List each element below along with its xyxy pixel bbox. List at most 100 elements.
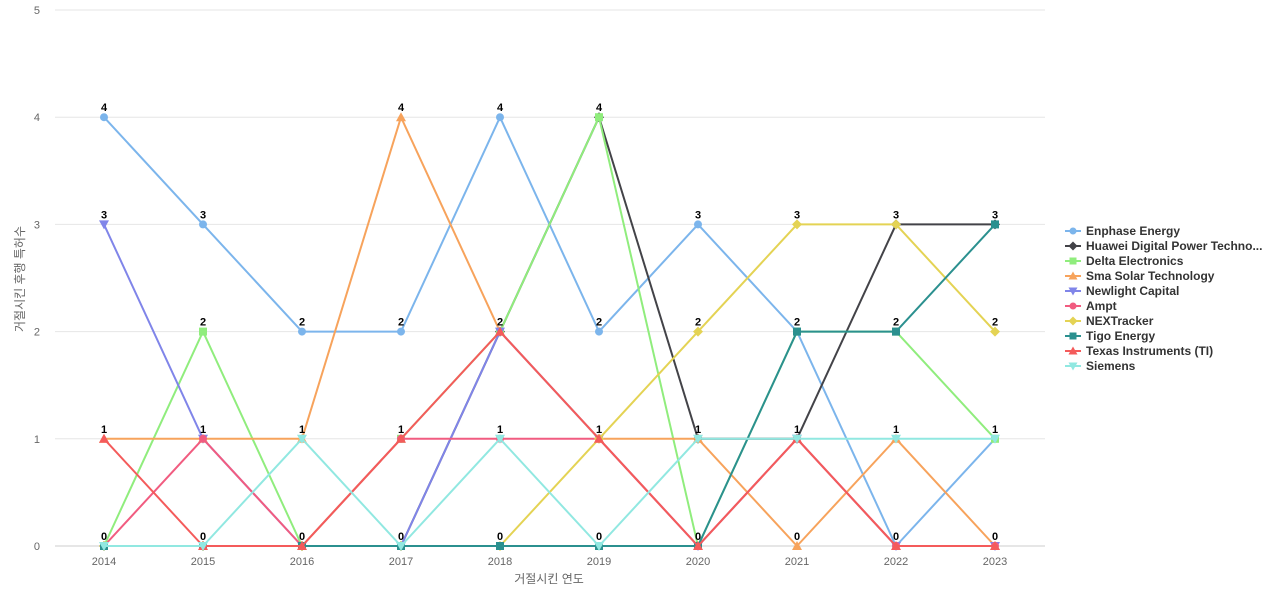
legend-item[interactable]: Newlight Capital [1065,284,1179,298]
x-tick-label: 2017 [389,556,413,568]
legend-marker [1068,241,1078,251]
data-point[interactable] [297,541,307,550]
x-axis-title: 거절시킨 연도 [514,572,584,586]
legend-marker [1069,257,1077,265]
legend-item[interactable]: Sma Solar Technology [1065,269,1215,283]
data-label: 4 [101,102,108,114]
legend-label: Huawei Digital Power Techno... [1086,239,1262,253]
data-label: 0 [794,531,800,543]
data-point[interactable] [594,542,604,551]
data-point[interactable] [99,433,109,443]
x-tick-label: 2015 [191,556,215,568]
series-line [103,330,995,547]
data-label: 4 [596,102,603,114]
legend-item[interactable]: Delta Electronics [1065,254,1184,268]
data-point[interactable] [595,113,603,122]
data-point[interactable] [991,220,999,229]
data-point[interactable] [495,326,505,336]
data-label: 1 [497,424,503,436]
data-label: 0 [695,531,701,543]
data-label: 2 [200,317,206,329]
data-label: 3 [695,209,701,221]
data-point[interactable] [298,327,306,336]
legend-marker [1068,271,1078,280]
data-point[interactable] [693,434,703,444]
x-tick-labels: 2014 2015 2016 2017 2018 2019 2020 2021 2022 2023 [92,556,1007,568]
data-point[interactable] [891,541,901,550]
data-point[interactable] [792,219,802,230]
y-tick-label: 1 [34,434,40,446]
legend-item[interactable]: Siemens [1065,359,1136,373]
data-point[interactable] [892,327,900,336]
data-label: 3 [200,209,206,221]
data-point[interactable] [297,434,307,444]
legend-item[interactable]: Tigo Energy [1065,329,1155,343]
data-label: 1 [398,424,404,436]
data-label: 0 [497,531,503,543]
data-label: 1 [992,424,998,436]
data-point[interactable] [990,541,1000,550]
data-labels: 4 3 1 0 3 2 1 0 2 1 0 4 2 1 0 4 2 1 0 4 2 1 0 3 2 1 0 3 2 1 0 3 2 1 0 3 2 1 0 [101,102,998,543]
y-tick-label: 5 [34,5,40,17]
data-label: 4 [398,102,405,114]
legend-label: Delta Electronics [1086,254,1184,268]
y-tick-labels: 0 1 2 3 4 5 [34,5,40,553]
legend-label: Texas Instruments (TI) [1086,344,1213,358]
data-point[interactable] [793,327,801,336]
data-point[interactable] [198,542,208,551]
data-label: 3 [893,209,899,221]
y-axis-title: 거절시킨 후행 특허수 [12,226,27,332]
data-point[interactable] [792,434,802,444]
y-tick-label: 0 [34,541,40,553]
data-point[interactable] [693,541,703,550]
data-label: 2 [299,317,305,329]
data-point[interactable] [199,434,207,443]
legend-item[interactable]: Huawei Digital Power Techno... [1065,239,1262,253]
data-label: 3 [992,209,998,221]
x-tick-label: 2014 [92,556,116,568]
data-point[interactable] [496,113,504,122]
data-point[interactable] [199,220,207,229]
data-point[interactable] [199,327,207,336]
data-point[interactable] [100,113,108,122]
data-point[interactable] [396,542,406,551]
legend-marker [1068,287,1078,296]
data-point[interactable] [495,434,505,444]
data-label: 1 [695,424,701,436]
data-label: 2 [794,317,800,329]
data-label: 3 [794,209,800,221]
data-label: 1 [596,424,602,436]
data-point[interactable] [99,542,109,551]
data-point[interactable] [496,542,504,550]
data-label: 0 [893,531,899,543]
data-point[interactable] [990,326,1000,337]
data-point[interactable] [396,433,406,443]
data-point[interactable] [397,327,405,336]
series-group [99,112,1000,551]
legend-marker [1068,346,1078,355]
data-point[interactable] [694,220,702,229]
legend-item[interactable]: Texas Instruments (TI) [1065,344,1213,358]
legend-item[interactable]: Enphase Energy [1065,224,1180,238]
legend-item[interactable]: NEXTracker [1065,314,1154,328]
data-point[interactable] [693,326,703,337]
data-point[interactable] [99,220,109,230]
data-point[interactable] [594,433,604,443]
data-point[interactable] [891,434,901,444]
x-tick-label: 2016 [290,556,314,568]
data-point[interactable] [990,434,1000,444]
data-label: 0 [299,531,305,543]
data-label: 1 [893,424,899,436]
data-label: 1 [794,424,800,436]
legend-item[interactable]: Ampt [1065,299,1117,313]
data-point[interactable] [396,112,406,122]
data-label: 1 [200,424,206,436]
data-point[interactable] [595,327,603,336]
data-point[interactable] [891,219,901,230]
data-point[interactable] [792,541,802,550]
data-label: 0 [992,531,998,543]
data-label: 2 [893,317,899,329]
data-label: 1 [101,424,107,436]
